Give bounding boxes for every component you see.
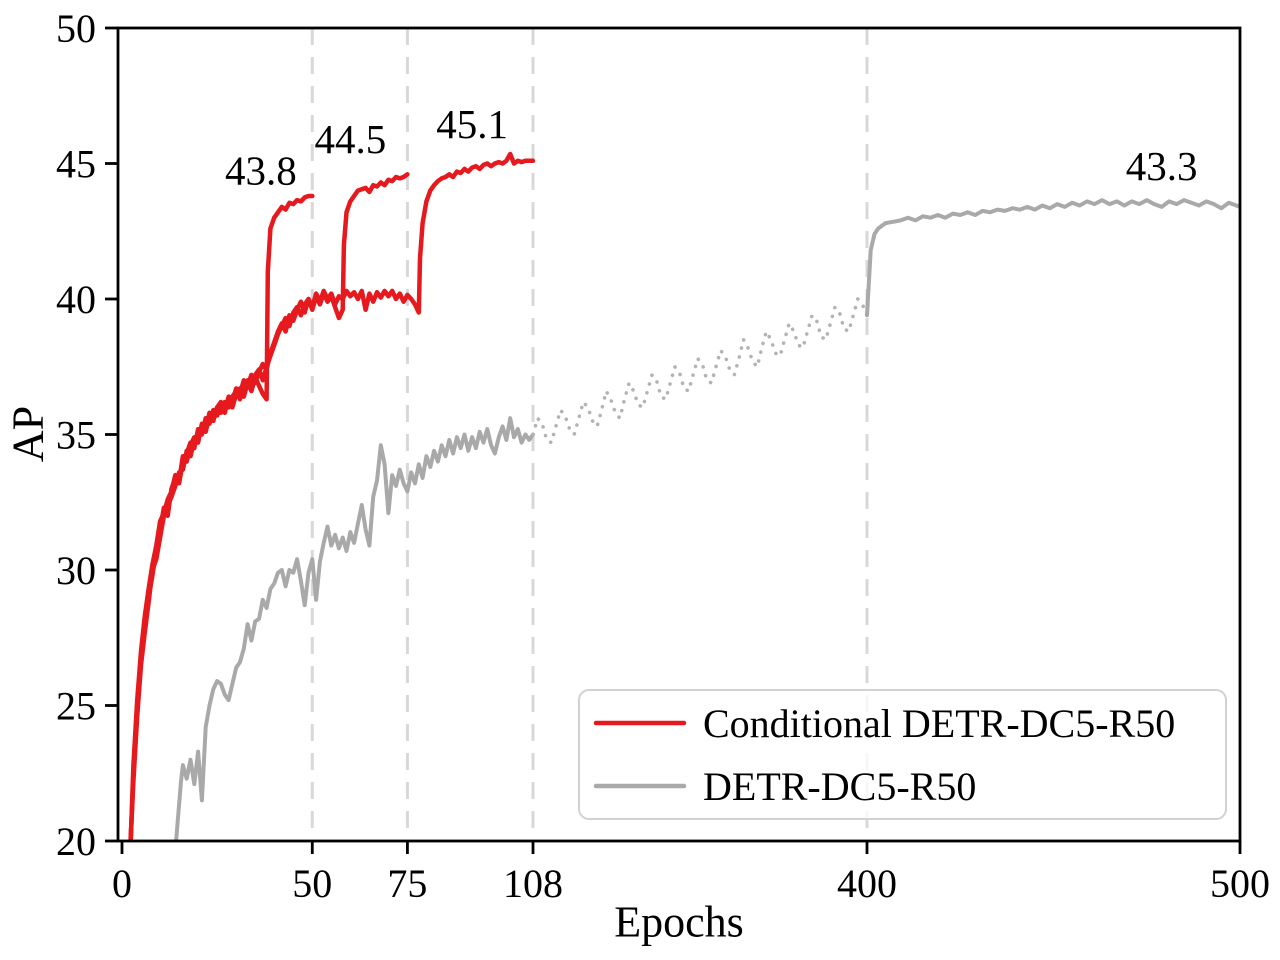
y-tick-label-35: 35 [56,413,96,458]
x-axis: 0 50 75 108 400 500 [112,841,1270,906]
y-tick-label-20: 20 [56,819,96,864]
series-conditional-detr-run-108ep [128,151,536,841]
annotation-45.1: 45.1 [436,101,508,147]
series-detr-solid-400-500 [865,198,1240,318]
x-tick-label-0: 0 [112,861,132,906]
y-tick-label-50: 50 [56,6,96,51]
legend-box [578,689,1227,820]
legend-label-0: Conditional DETR-DC5-R50 [703,701,1175,746]
annotation-43.8: 43.8 [225,147,297,193]
y-tick-label-40: 40 [56,277,96,322]
annotations: 43.8 44.5 45.1 43.3 [225,101,1198,193]
x-tick-label-75: 75 [387,861,427,906]
series [128,151,1240,841]
annotation-44.5: 44.5 [314,116,386,162]
legend-label-1: DETR-DC5-R50 [703,764,976,809]
series-detr-dotted-108-400 [531,297,869,445]
y-tick-label-45: 45 [56,142,96,187]
y-tick-label-30: 30 [56,548,96,593]
x-tick-label-400: 400 [837,861,897,906]
legend: Conditional DETR-DC5-R50 DETR-DC5-R50 [578,689,1227,820]
series-detr-solid-0-108 [174,416,535,841]
x-tick-label-50: 50 [292,861,332,906]
y-tick-label-25: 25 [56,684,96,729]
x-tick-label-500: 500 [1210,861,1270,906]
x-tick-label-108: 108 [503,861,563,906]
y-axis: 20 25 30 35 40 45 50 [56,6,118,864]
annotation-43.3: 43.3 [1126,143,1198,189]
x-axis-title: Epochs [614,897,744,947]
y-axis-title: AP [3,405,53,463]
